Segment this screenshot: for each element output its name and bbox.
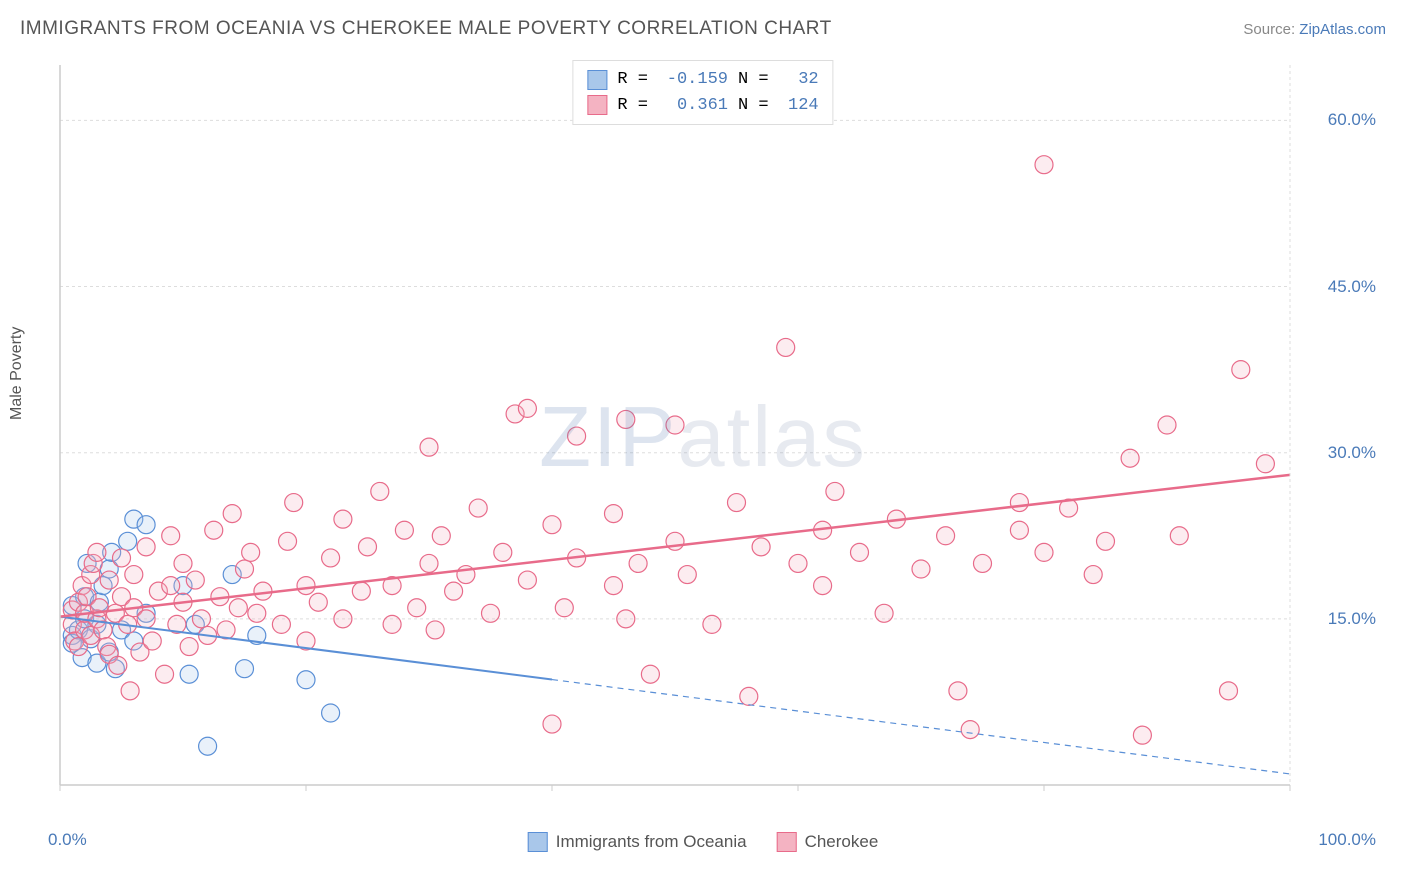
r-value-cherokee: 0.361 <box>658 93 728 119</box>
y-tick-60: 60.0% <box>1328 110 1376 130</box>
legend-label-oceania: Immigrants from Oceania <box>556 832 747 852</box>
source-attribution: Source: ZipAtlas.com <box>1243 21 1386 38</box>
source-link[interactable]: ZipAtlas.com <box>1299 21 1386 38</box>
chart-title: IMMIGRANTS FROM OCEANIA VS CHEROKEE MALE… <box>20 18 832 40</box>
swatch-cherokee <box>587 95 607 115</box>
legend-item-oceania: Immigrants from Oceania <box>528 832 747 852</box>
y-tick-45: 45.0% <box>1328 277 1376 297</box>
n-label: N = <box>738 67 769 93</box>
n-label: N = <box>738 93 769 119</box>
swatch-cherokee-bottom <box>777 832 797 852</box>
y-tick-30: 30.0% <box>1328 443 1376 463</box>
x-tick-100: 100.0% <box>1318 830 1376 850</box>
x-tick-0: 0.0% <box>48 830 87 850</box>
r-label: R = <box>617 93 648 119</box>
y-axis-title: Male Poverty <box>8 327 26 420</box>
legend-item-cherokee: Cherokee <box>777 832 879 852</box>
y-tick-15: 15.0% <box>1328 609 1376 629</box>
correlation-legend: R = -0.159 N = 32 R = 0.361 N = 124 <box>572 60 833 125</box>
r-label: R = <box>617 67 648 93</box>
plot-area <box>50 55 1360 815</box>
legend-row-cherokee: R = 0.361 N = 124 <box>587 93 818 119</box>
legend-label-cherokee: Cherokee <box>805 832 879 852</box>
series-legend: Immigrants from Oceania Cherokee <box>528 832 879 852</box>
swatch-oceania <box>587 70 607 90</box>
n-value-cherokee: 124 <box>779 93 819 119</box>
r-value-oceania: -0.159 <box>658 67 728 93</box>
source-prefix: Source: <box>1243 21 1299 38</box>
legend-row-oceania: R = -0.159 N = 32 <box>587 67 818 93</box>
scatter-svg <box>50 55 1360 815</box>
n-value-oceania: 32 <box>779 67 819 93</box>
swatch-oceania-bottom <box>528 832 548 852</box>
chart-header: IMMIGRANTS FROM OCEANIA VS CHEROKEE MALE… <box>20 18 1386 40</box>
